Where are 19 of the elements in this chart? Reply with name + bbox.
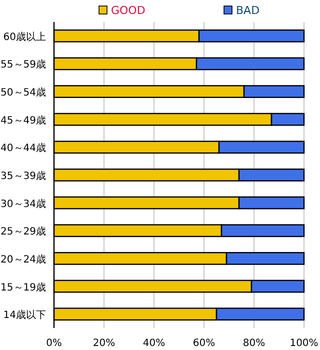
x-tick-label: 100% [290,338,318,349]
y-tick-label: 14歳以下 [3,309,46,322]
y-tick-label: 60歳以上 [3,30,46,43]
y-tick-label: 30～34歳 [0,198,46,210]
x-tick-label: 20% [92,338,116,349]
y-tick-label: 15～19歳 [0,281,46,294]
x-tick-label: 0% [46,338,62,349]
x-tick-label: 60% [192,338,216,349]
y-tick-label: 50～54歳 [0,86,46,99]
x-tick-label: 40% [142,338,166,349]
y-tick-label: 35～39歳 [0,170,46,182]
y-tick-label: 40～44歳 [0,142,46,154]
y-tick-label: 55～59歳 [0,58,46,71]
y-tick-label: 20～24歳 [0,253,46,266]
x-tick-label: 80% [242,338,266,349]
legend-label: GOOD [111,4,146,17]
y-tick-label: 25～29歳 [0,226,46,238]
legend-label: BAD [236,4,260,17]
y-tick-label: 45～49歳 [0,114,46,126]
